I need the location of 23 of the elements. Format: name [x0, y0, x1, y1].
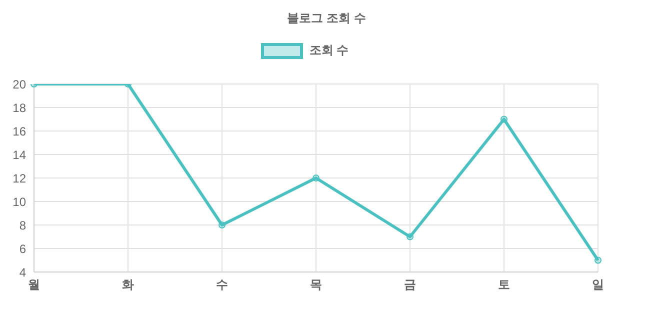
y-tick-label: 20 [12, 77, 26, 92]
y-tick-label: 16 [12, 124, 26, 138]
point [218, 222, 226, 228]
x-tick-label: 월 [28, 278, 40, 292]
x-tick-label: 토 [498, 278, 510, 292]
x-tick-label: 화 [122, 278, 134, 292]
x-tick-label: 일 [592, 278, 604, 292]
y-tick-label: 10 [12, 194, 26, 209]
y-tick-label: 8 [19, 218, 26, 232]
point [312, 174, 320, 182]
y-tick-label: 12 [12, 171, 26, 186]
x-tick-label: 수 [216, 278, 228, 292]
y-tick-label: 4 [19, 265, 26, 280]
chart-title: 블로그 조회 수 [286, 10, 367, 27]
y-tick-label: 18 [12, 100, 26, 115]
x-tick-label: 목 [310, 278, 322, 292]
y-tick-label: 6 [19, 242, 26, 256]
point [594, 256, 602, 264]
legend-label: 조회 수 [309, 42, 349, 59]
point [406, 233, 414, 240]
x-tick-label: 금 [404, 278, 416, 292]
point [500, 116, 508, 123]
y-tick-label: 14 [12, 148, 26, 162]
